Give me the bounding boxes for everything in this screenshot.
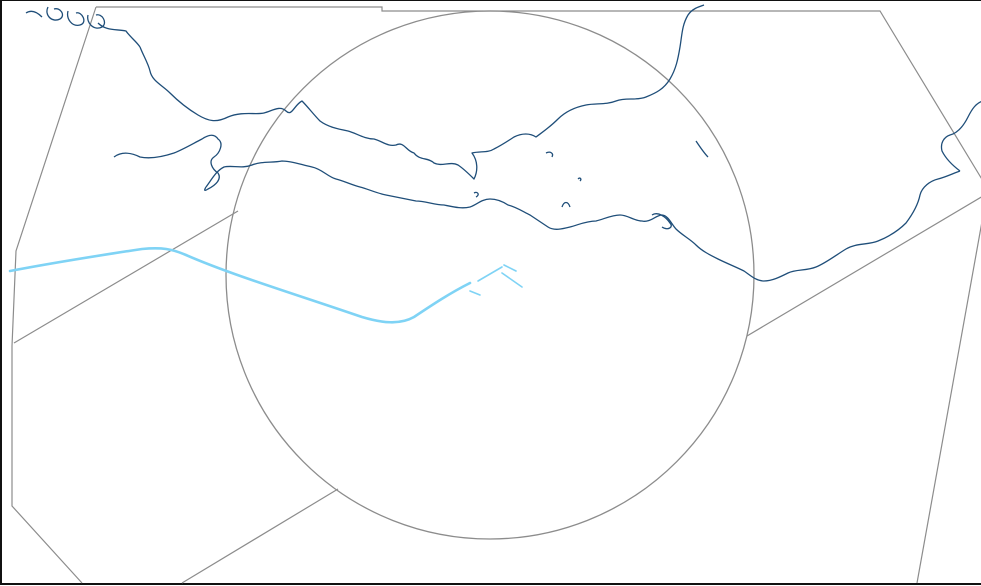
flight-track (8, 246, 472, 324)
runway-tick-b (469, 290, 481, 296)
coastline-islet-b (561, 201, 571, 208)
coastline-estuary-curls (25, 6, 141, 48)
airspace-boundaries (11, 6, 981, 584)
airspace-boundary-diagonal-nw (13, 210, 239, 344)
coastline-north-shore (139, 4, 705, 180)
coastline-islet-a (695, 140, 709, 158)
control-zone-circle (225, 10, 755, 540)
runway-line-a (477, 266, 503, 282)
airspace-boundary-outer (96, 6, 981, 179)
coastline-islet-c (651, 213, 672, 230)
coastline-south-shore (205, 160, 961, 282)
coastline-river-loop (113, 134, 222, 192)
airspace-boundary-west (11, 6, 97, 584)
coastline-east (940, 101, 981, 172)
airspace-boundary-diagonal-se (746, 196, 981, 337)
coastline (25, 4, 981, 282)
runway-markers (469, 264, 523, 296)
airspace-boundary-east (916, 223, 981, 584)
runway-tick-a (503, 264, 517, 272)
runway-line-b (501, 272, 523, 288)
coastline-islet-e (577, 177, 582, 182)
airspace-boundary-diagonal-sw (181, 488, 339, 584)
coastline-islet-d (545, 151, 554, 158)
coastline-islet-f (473, 191, 479, 198)
